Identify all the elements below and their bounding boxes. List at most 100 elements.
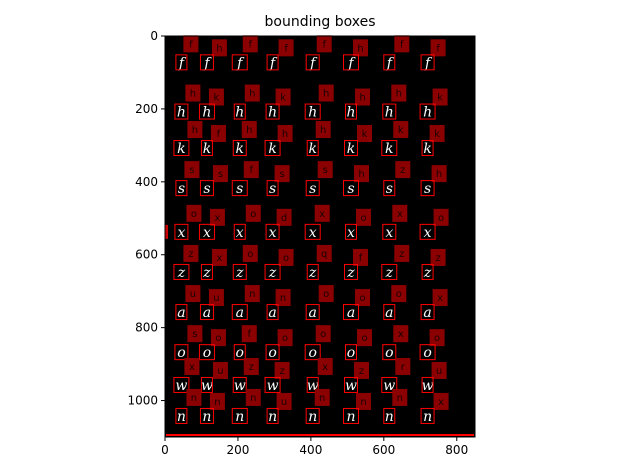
handwritten-glyph: w [175,378,187,394]
box-label: h [190,89,196,100]
box-label: h [192,125,198,136]
box-label: o [396,289,402,300]
handwritten-glyph: o [308,345,316,361]
box-label: n [214,397,220,408]
box-label: o [359,293,365,304]
bounding-box [173,376,190,393]
bounding-box [344,263,358,280]
handwritten-glyph: h [346,105,355,121]
handwritten-glyph: x [236,225,244,241]
bounding-box [420,304,435,321]
box-label: o [215,333,221,344]
handwritten-glyph: w [267,378,279,394]
left-edge-box [165,224,168,239]
box-label: h [323,89,329,100]
bounding-box [200,263,213,280]
box-label: f [436,43,440,54]
bounding-box [231,304,248,321]
handwritten-glyph: z [423,265,432,281]
bounding-box [231,407,248,424]
box-label-patch [317,161,333,179]
box-label: h [249,89,255,100]
handwritten-glyph: a [385,305,393,321]
box-label: f [359,253,363,264]
box-label-patch [318,285,334,303]
box-label-patch [430,248,446,266]
y-tick-label: 600 [135,248,158,262]
box-label: h [359,93,365,104]
box-label-patch [186,388,202,406]
handwritten-glyph: x [203,225,211,241]
handwritten-glyph: a [177,305,185,321]
handwritten-glyph: s [424,181,431,197]
bounding-box [343,304,359,321]
bounding-box [304,344,321,361]
box-label: x [398,329,404,340]
bounding-box [381,140,398,157]
handwritten-glyph: h [423,105,432,121]
y-tick-label: 0 [150,29,158,43]
box-label-patch [433,208,449,226]
box-label: z [279,366,284,377]
bounding-box [306,140,319,157]
handwritten-glyph: x [309,225,317,241]
bounding-box [232,263,247,280]
bounding-box [343,180,359,197]
box-label: n [191,393,197,404]
box-label-patch [353,248,368,266]
box-label-patch [186,204,202,222]
handwritten-glyph: n [385,409,394,425]
box-label-patch [354,165,369,183]
box-label: o [434,333,440,344]
box-label: k [434,129,440,140]
box-label-patch [316,35,332,53]
box-label: z [435,253,440,264]
box-label-patch [318,84,334,102]
handwritten-glyph: n [268,409,277,425]
box-label: z [359,366,364,377]
bounding-box [264,263,281,280]
box-label: o [320,329,326,340]
bounding-box [421,140,434,157]
handwritten-glyph: o [177,345,185,361]
bounding-box [232,376,247,393]
handwritten-glyph: f [347,55,356,71]
handwritten-glyph: x [269,225,277,241]
box-label-patch [277,329,293,347]
box-label: z [249,362,254,373]
bounding-box [419,103,436,120]
handwritten-glyph: o [423,345,431,361]
handwritten-glyph: x [347,225,355,241]
handwritten-glyph: k [385,141,393,157]
box-label-patch [184,161,200,179]
box-label-patch [244,84,260,102]
bounding-box [266,407,279,424]
box-label-patch [391,285,407,303]
box-label: u [281,397,287,408]
box-label-patch [274,165,290,183]
box-label-patch [392,388,408,406]
handwritten-glyph: f [269,55,278,71]
bounding-box [233,103,246,120]
y-tick-label: 200 [135,102,158,116]
box-label: s [218,169,223,180]
bounding-box [383,304,396,321]
handwritten-glyph: k [203,141,211,157]
bounding-box [173,140,190,157]
box-label-patch [316,244,332,262]
box-label-patch [183,244,199,262]
box-label-patch [394,244,410,262]
box-label: n [360,397,366,408]
box-label-patch [393,325,409,343]
handwritten-glyph: k [423,141,431,157]
box-label-patch [209,392,225,410]
box-label: h [357,43,363,54]
box-label-patch [431,165,447,183]
box-label-patch [278,39,294,57]
bounding-box [266,180,279,197]
box-label-patch [274,361,290,379]
bounding-box [343,54,359,71]
handwritten-glyph: x [385,225,393,241]
bounding-box [175,54,188,71]
bounding-box [344,140,358,157]
